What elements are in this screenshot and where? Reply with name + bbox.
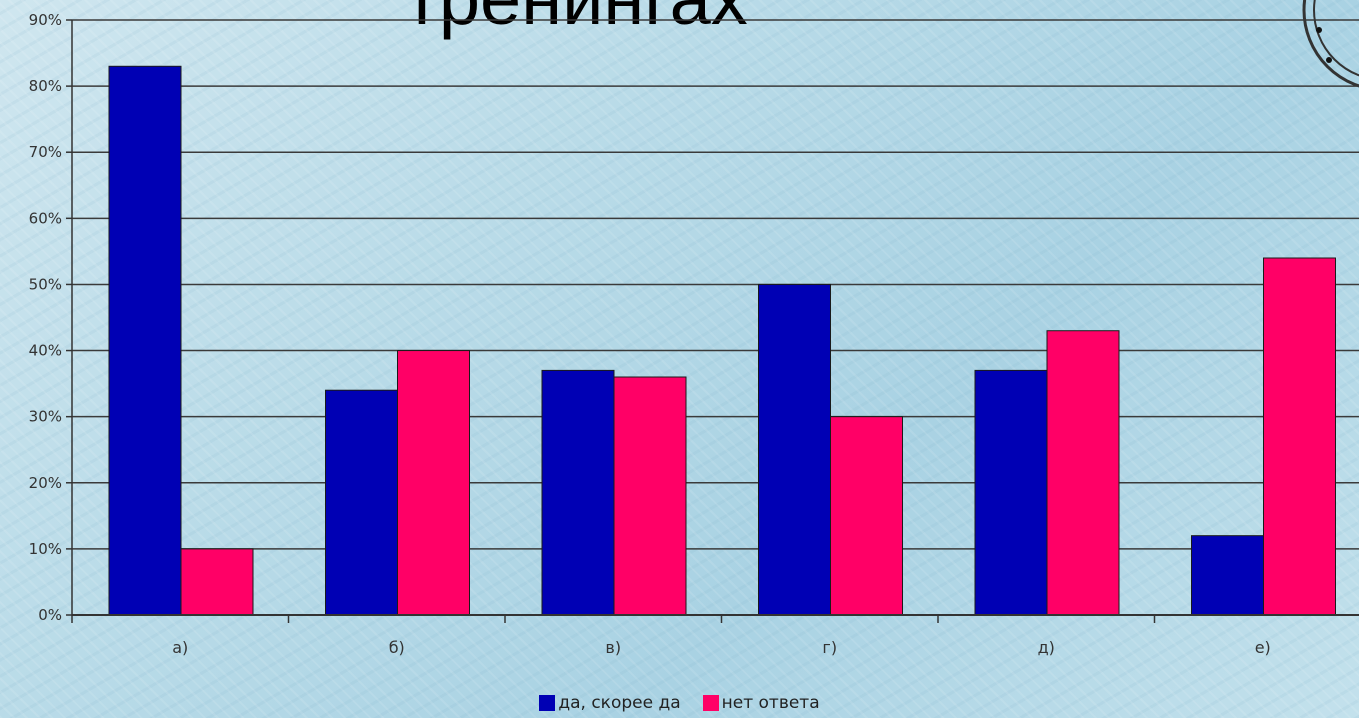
legend-label: нет ответа bbox=[721, 693, 820, 713]
y-tick-label: 70% bbox=[29, 143, 62, 161]
bar bbox=[1263, 257, 1336, 616]
bar bbox=[830, 416, 903, 616]
y-tick-label: 20% bbox=[29, 474, 62, 492]
y-tick-label: 60% bbox=[29, 209, 62, 227]
bar bbox=[325, 389, 398, 616]
decorative-ring-icon bbox=[1302, 0, 1359, 88]
legend-label: да, скорее да bbox=[558, 693, 681, 713]
y-tick-label: 10% bbox=[29, 540, 62, 558]
x-tick-label: в) bbox=[605, 638, 621, 657]
slide-title: тренингах bbox=[405, 0, 748, 36]
bar bbox=[974, 369, 1048, 616]
legend: да, скорее да нет ответа bbox=[0, 693, 1359, 713]
legend-swatch bbox=[539, 695, 556, 711]
legend-swatch bbox=[702, 695, 719, 711]
x-tick-label: б) bbox=[389, 638, 405, 657]
legend-item: нет ответа bbox=[702, 693, 820, 713]
bar bbox=[180, 548, 254, 616]
x-tick-label: д) bbox=[1038, 638, 1055, 657]
x-tick-label: г) bbox=[822, 638, 837, 657]
y-tick-label: 50% bbox=[29, 275, 62, 293]
bar bbox=[613, 376, 687, 616]
y-tick-label: 90% bbox=[29, 11, 62, 29]
bar bbox=[758, 283, 831, 616]
bar bbox=[1046, 330, 1120, 616]
bar bbox=[1191, 535, 1264, 616]
y-tick-label: 30% bbox=[29, 408, 62, 426]
bar bbox=[397, 350, 470, 616]
x-axis bbox=[71, 20, 1359, 623]
x-tick-label: е) bbox=[1255, 638, 1271, 657]
x-tick-label: а) bbox=[172, 638, 188, 657]
gridlines bbox=[72, 19, 1359, 550]
x-axis-labels: а) б) в) г) д) е) bbox=[172, 638, 1271, 657]
y-tick-label: 40% bbox=[29, 342, 62, 360]
bars bbox=[108, 65, 1336, 616]
bar-chart: 0% 10% 20% 30% 40% 50% 60% 70% 80% 90% а) б) в) г) д)… bbox=[29, 11, 1359, 657]
bar bbox=[541, 369, 615, 616]
y-tick-label: 80% bbox=[29, 77, 62, 95]
y-tick-label: 0% bbox=[38, 606, 62, 624]
bar bbox=[108, 65, 182, 616]
y-axis-ticks: 0% 10% 20% 30% 40% 50% 60% 70% 80% 90% bbox=[29, 11, 72, 624]
legend-item: да, скорее да bbox=[539, 693, 681, 713]
